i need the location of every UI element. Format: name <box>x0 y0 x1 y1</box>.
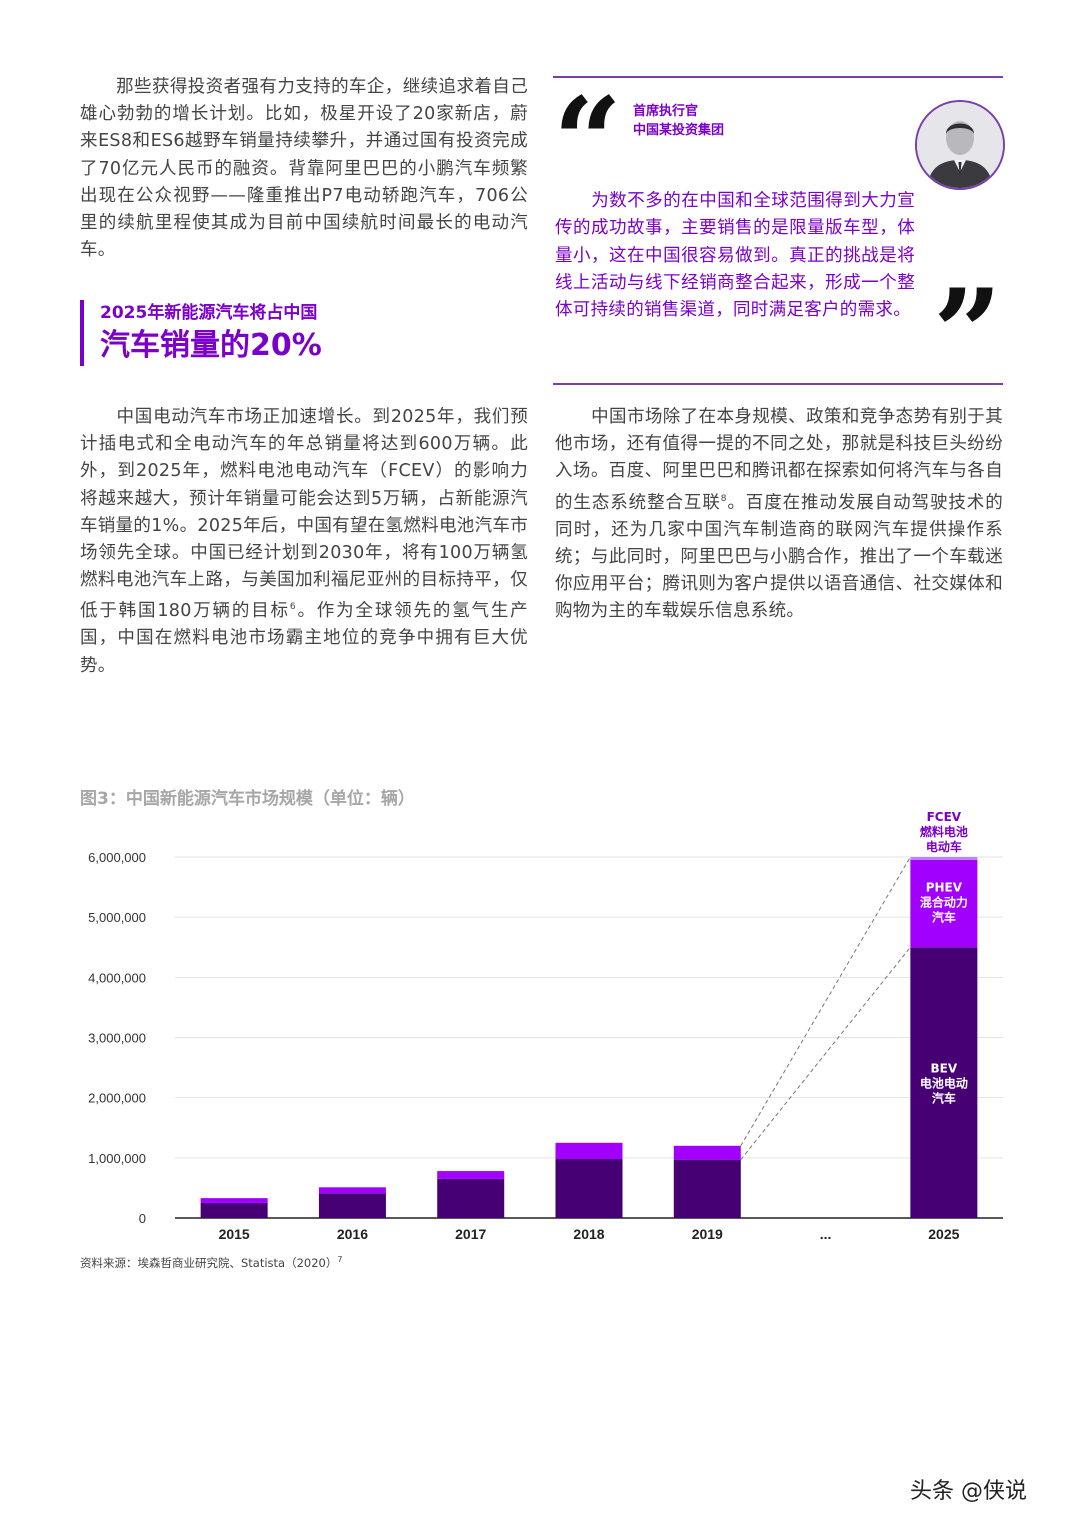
bar-segment <box>555 1142 623 1160</box>
person-silhouette-icon <box>917 102 1003 188</box>
bar-segment <box>318 1193 386 1218</box>
y-tick-label: 4,000,000 <box>88 970 146 985</box>
open-quote-icon: “ <box>553 71 623 212</box>
bar-segment <box>437 1178 505 1218</box>
bar-segment <box>200 1202 268 1218</box>
x-tick-label: 2018 <box>573 1226 604 1242</box>
x-tick-label: 2025 <box>928 1226 959 1242</box>
phev-label: 混合动力 <box>920 895 968 910</box>
close-quote-icon: ” <box>933 263 1003 404</box>
pull-quote: “ 首席执行官 中国某投资集团 为数不多的在中国和全球范围得到大力宣传的成功故事… <box>553 71 1005 394</box>
x-tick-label: ... <box>820 1226 832 1242</box>
intro-paragraph: 那些获得投资者强有力支持的车企，继续追求着自己雄心勃勃的增长计划。比如，极星开设… <box>80 77 528 261</box>
phev-label: PHEV <box>926 881 963 895</box>
quote-speaker: 首席执行官 中国某投资集团 <box>633 102 724 140</box>
section-heading-line2: 汽车销量的20% <box>100 328 322 363</box>
bev-label: 电池电动 <box>920 1076 968 1091</box>
bar-segment <box>555 1159 623 1218</box>
bar-segment <box>910 860 978 948</box>
speaker-avatar <box>915 100 1005 190</box>
fcev-label: FCEV <box>927 810 962 824</box>
tech-paragraph: 中国市场除了在本身规模、政策和竞争态势有别于其他市场，还有值得一提的不同之处，那… <box>555 407 1004 622</box>
y-tick-label: 1,000,000 <box>88 1151 146 1166</box>
fcev-label: 电动车 <box>926 839 962 854</box>
y-tick-label: 2,000,000 <box>88 1091 146 1106</box>
fcev-label: 燃料电池 <box>920 824 968 839</box>
connector-line <box>740 946 911 1160</box>
nev-market-chart: 0 1,000,000 2,000,000 3,000,000 4,000,000 5,0… <box>88 810 1003 1242</box>
market-paragraph: 中国电动汽车市场正加速增长。到2025年，我们预计插电式和全电动汽车的年总销量将… <box>80 407 528 676</box>
quote-text: 为数不多的在中国和全球范围得到大力宣传的成功故事，主要销售的是限量版车型，体量小… <box>555 191 915 321</box>
bar-segment <box>910 857 978 861</box>
speaker-org: 中国某投资集团 <box>633 123 725 138</box>
section-heading-line1: 2025年新能源汽车将占中国 <box>100 303 318 323</box>
speaker-title: 首席执行官 <box>633 104 699 119</box>
x-tick-label: 2015 <box>219 1226 250 1242</box>
y-tick-label: 6,000,000 <box>88 850 146 865</box>
connector-line <box>740 856 911 1147</box>
y-tick-label: 0 <box>139 1211 146 1226</box>
bev-label: 汽车 <box>932 1091 956 1106</box>
section-heading: 2025年新能源汽车将占中国 汽车销量的20% <box>80 300 322 366</box>
bar-segment <box>200 1198 268 1203</box>
bar-segment <box>437 1171 505 1179</box>
y-tick-label: 3,000,000 <box>88 1031 146 1046</box>
bev-label: BEV <box>931 1062 958 1076</box>
bar-segment <box>673 1145 741 1160</box>
x-tick-label: 2019 <box>692 1226 723 1242</box>
bar-segment <box>910 947 978 1218</box>
source-note: 资料来源：埃森哲商业研究院、Statista（2020）7 <box>80 1255 343 1270</box>
bar-segment <box>318 1187 386 1194</box>
x-tick-label: 2016 <box>337 1226 368 1242</box>
watermark: 头条 @侠说 <box>910 1479 1027 1504</box>
y-tick-label: 5,000,000 <box>88 910 146 925</box>
chart-title: 图3：中国新能源汽车市场规模（单位：辆） <box>80 789 415 809</box>
x-tick-label: 2017 <box>455 1226 486 1242</box>
bar-segment <box>673 1159 741 1218</box>
phev-label: 汽车 <box>932 910 956 925</box>
